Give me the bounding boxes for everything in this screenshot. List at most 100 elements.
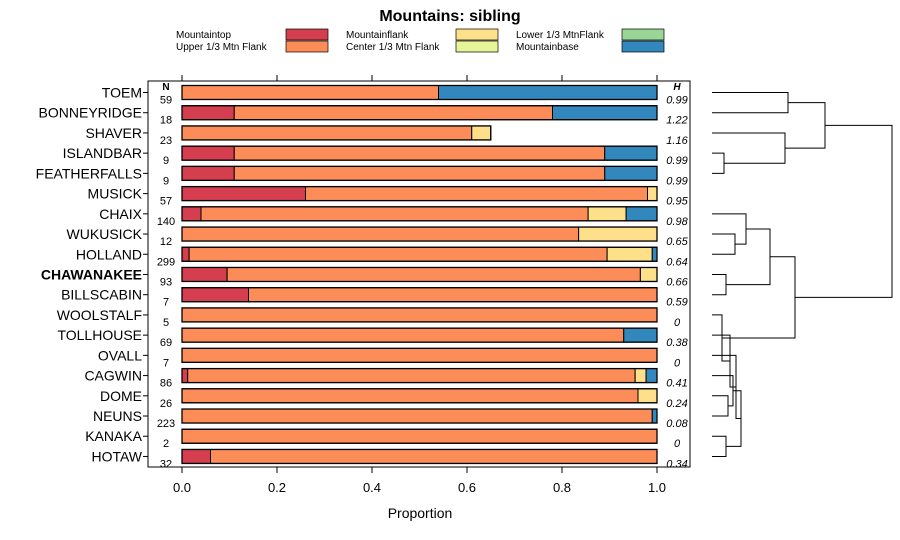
- h-value: 0.99: [666, 175, 687, 187]
- bar-segment: [233, 145, 606, 161]
- legend-swatch: [285, 40, 329, 53]
- bar-outline: [181, 327, 658, 343]
- n-value: 2: [163, 438, 169, 450]
- category-label: MUSICK: [88, 186, 143, 202]
- n-value: 69: [160, 337, 172, 349]
- bar-outline: [181, 105, 658, 121]
- category-label: CHAWANAKEE: [41, 266, 142, 282]
- dendrogram-branch: [712, 152, 725, 174]
- bar-outline: [181, 145, 658, 161]
- h-value: 0.99: [666, 95, 687, 107]
- bar-segment: [181, 327, 625, 343]
- x-tick-label: 0.4: [363, 480, 381, 495]
- x-tick-label: 0.8: [553, 480, 571, 495]
- h-value: 0: [674, 317, 681, 329]
- category-label: NEUNS: [93, 408, 142, 424]
- h-value: 0.95: [666, 196, 688, 208]
- bar-segment: [181, 145, 235, 161]
- n-value: 7: [163, 297, 169, 309]
- dendrogram-branch: [712, 273, 727, 296]
- h-value: 0.65: [666, 236, 688, 248]
- n-value: 23: [160, 135, 172, 147]
- h-value: 0.59: [666, 297, 687, 309]
- dendrogram-branch: [726, 228, 771, 286]
- h-value: 0.24: [666, 398, 687, 410]
- x-axis-label: Proportion: [388, 505, 453, 521]
- category-label: CAGWIN: [84, 368, 142, 384]
- category-label: CHAIX: [99, 206, 142, 222]
- bar-segment: [233, 165, 606, 181]
- n-value: 140: [157, 216, 175, 228]
- bar-outline: [181, 165, 658, 182]
- dendrogram: [712, 92, 893, 457]
- n-value: 18: [160, 115, 172, 127]
- bar-segment: [634, 368, 647, 384]
- legend-label: Mountainbase: [516, 42, 579, 53]
- bar-outline: [181, 125, 492, 141]
- dendrogram-branch: [712, 233, 736, 255]
- legend-label: Center 1/3 Mtn Flank: [346, 42, 440, 53]
- bar-outline: [181, 206, 658, 222]
- bar-segment: [181, 287, 249, 303]
- dendrogram-branch: [712, 132, 786, 164]
- bar-segment: [226, 266, 641, 282]
- bar-segment: [233, 105, 553, 121]
- bar-segment: [181, 448, 211, 464]
- legend-label: Lower 1/3 MtnFlank: [516, 30, 605, 41]
- bar-segment: [181, 105, 235, 121]
- bar-segment: [606, 246, 653, 262]
- dendrogram-branch: [712, 92, 789, 114]
- bar-outline: [181, 428, 658, 444]
- bar-segment: [639, 266, 658, 282]
- category-label: HOLLAND: [76, 246, 142, 262]
- bar-segment: [181, 428, 658, 444]
- h-value: 0.38: [666, 337, 688, 349]
- bar-segment: [200, 206, 589, 222]
- bar-outline: [181, 226, 658, 242]
- h-value: 0: [674, 438, 681, 450]
- n-value: 9: [163, 155, 169, 167]
- bar-segment: [305, 186, 648, 202]
- h-value: 0.34: [666, 458, 687, 470]
- n-column-header: N: [162, 82, 169, 93]
- dendrogram-branch: [712, 213, 747, 245]
- bar-segment: [181, 186, 306, 202]
- bar-segment: [651, 246, 658, 262]
- chart-title: Mountains: sibling: [379, 8, 520, 25]
- bar-segment: [604, 165, 658, 181]
- n-value: 26: [160, 398, 172, 410]
- x-tick-label: 1.0: [648, 480, 666, 495]
- bar-segment: [181, 226, 580, 242]
- bar-segment: [578, 226, 658, 242]
- h-column-header: H: [673, 82, 681, 93]
- n-value: 7: [163, 357, 169, 369]
- bar-outline: [181, 367, 658, 384]
- dendrogram-branch: [712, 395, 729, 417]
- bar-segment: [181, 408, 653, 424]
- h-value: 0.99: [666, 155, 687, 167]
- legend-label: Mountaintop: [176, 30, 231, 41]
- bar-segment: [645, 368, 658, 384]
- category-label: WOOLSTALF: [57, 307, 142, 323]
- category-label: KANAKA: [85, 428, 142, 444]
- bar-segment: [552, 105, 658, 121]
- category-label: DOME: [100, 388, 142, 404]
- bar-segment: [181, 388, 639, 404]
- category-label: TOEM: [102, 85, 142, 101]
- bar-segment: [181, 347, 658, 363]
- x-tick-label: 0.2: [268, 480, 286, 495]
- legend-label: Upper 1/3 Mtn Flank: [176, 42, 268, 53]
- n-value: 93: [160, 276, 172, 288]
- bar-outline: [181, 307, 658, 323]
- dendrogram-branch: [795, 124, 893, 298]
- h-value: 0.66: [666, 276, 688, 288]
- h-value: 1.16: [666, 135, 688, 147]
- h-value: 0.08: [666, 418, 688, 430]
- bar-segment: [181, 246, 190, 262]
- x-tick-label: 0.6: [458, 480, 476, 495]
- bar-segment: [187, 368, 636, 384]
- bar-segment: [604, 145, 658, 161]
- n-value: 57: [160, 196, 172, 208]
